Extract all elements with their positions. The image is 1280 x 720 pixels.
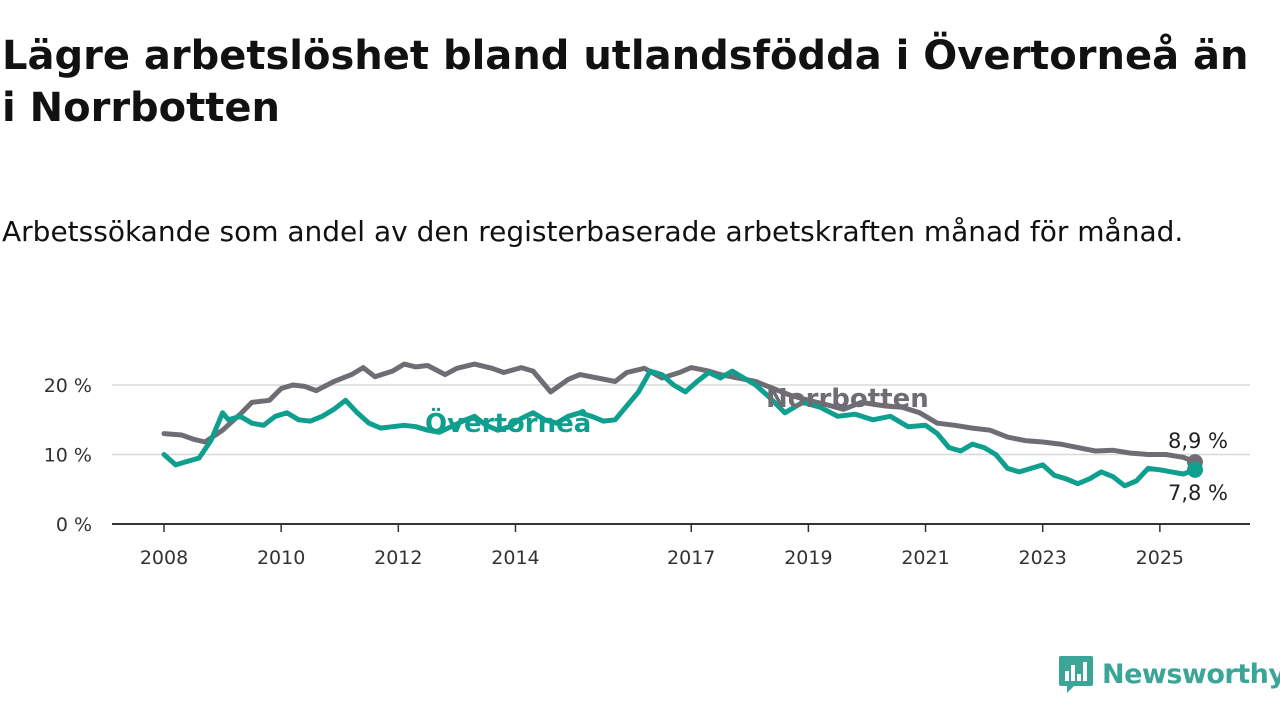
end-marker-1 bbox=[1187, 461, 1203, 478]
x-tick-label: 2017 bbox=[667, 547, 715, 569]
newsworthy-logo: Newsworthy bbox=[1058, 654, 1280, 694]
series-line-1 bbox=[161, 368, 1198, 489]
series-lines bbox=[161, 361, 1198, 489]
x-tick-label: 2012 bbox=[374, 547, 422, 569]
end-markers: 8,9 % 7,8 % bbox=[1168, 429, 1228, 505]
x-axis: 2008 2010 2012 2014 2017 2019 2021 2023 2025 bbox=[112, 523, 1250, 569]
series-label-overtornea: Övertorneå bbox=[425, 406, 591, 439]
y-tick-label: 20 % bbox=[44, 375, 92, 397]
y-axis-ticks: 0 % 10 % 20 % bbox=[44, 375, 92, 536]
y-tick-label: 10 % bbox=[44, 445, 92, 467]
x-tick-label: 2010 bbox=[257, 547, 305, 569]
y-tick-label: 0 % bbox=[56, 514, 92, 536]
end-value-label-0: 8,9 % bbox=[1168, 429, 1228, 453]
series-line-0 bbox=[161, 361, 1198, 465]
x-tick-label: 2023 bbox=[1019, 547, 1067, 569]
x-tick-label: 2019 bbox=[784, 547, 832, 569]
series-label-norrbotten: Norrbotten bbox=[766, 384, 929, 414]
line-chart: 0 % 10 % 20 % 2008 2010 2012 2014 2017 2019 2021… bbox=[44, 361, 1250, 569]
chart-subtitle: Arbetssökande som andel av den registerb… bbox=[2, 215, 1184, 248]
x-tick-label: 2025 bbox=[1136, 547, 1184, 569]
newsworthy-logo-icon bbox=[1059, 656, 1093, 693]
x-tick-label: 2021 bbox=[901, 547, 949, 569]
end-value-label-1: 7,8 % bbox=[1168, 481, 1228, 505]
chart-title: Lägre arbetslöshet bland utlandsfödda i … bbox=[2, 33, 1249, 131]
newsworthy-logo-text: Newsworthy bbox=[1102, 658, 1280, 690]
grid-lines bbox=[112, 384, 1250, 456]
x-tick-label: 2008 bbox=[140, 547, 188, 569]
x-tick-label: 2014 bbox=[491, 547, 539, 569]
